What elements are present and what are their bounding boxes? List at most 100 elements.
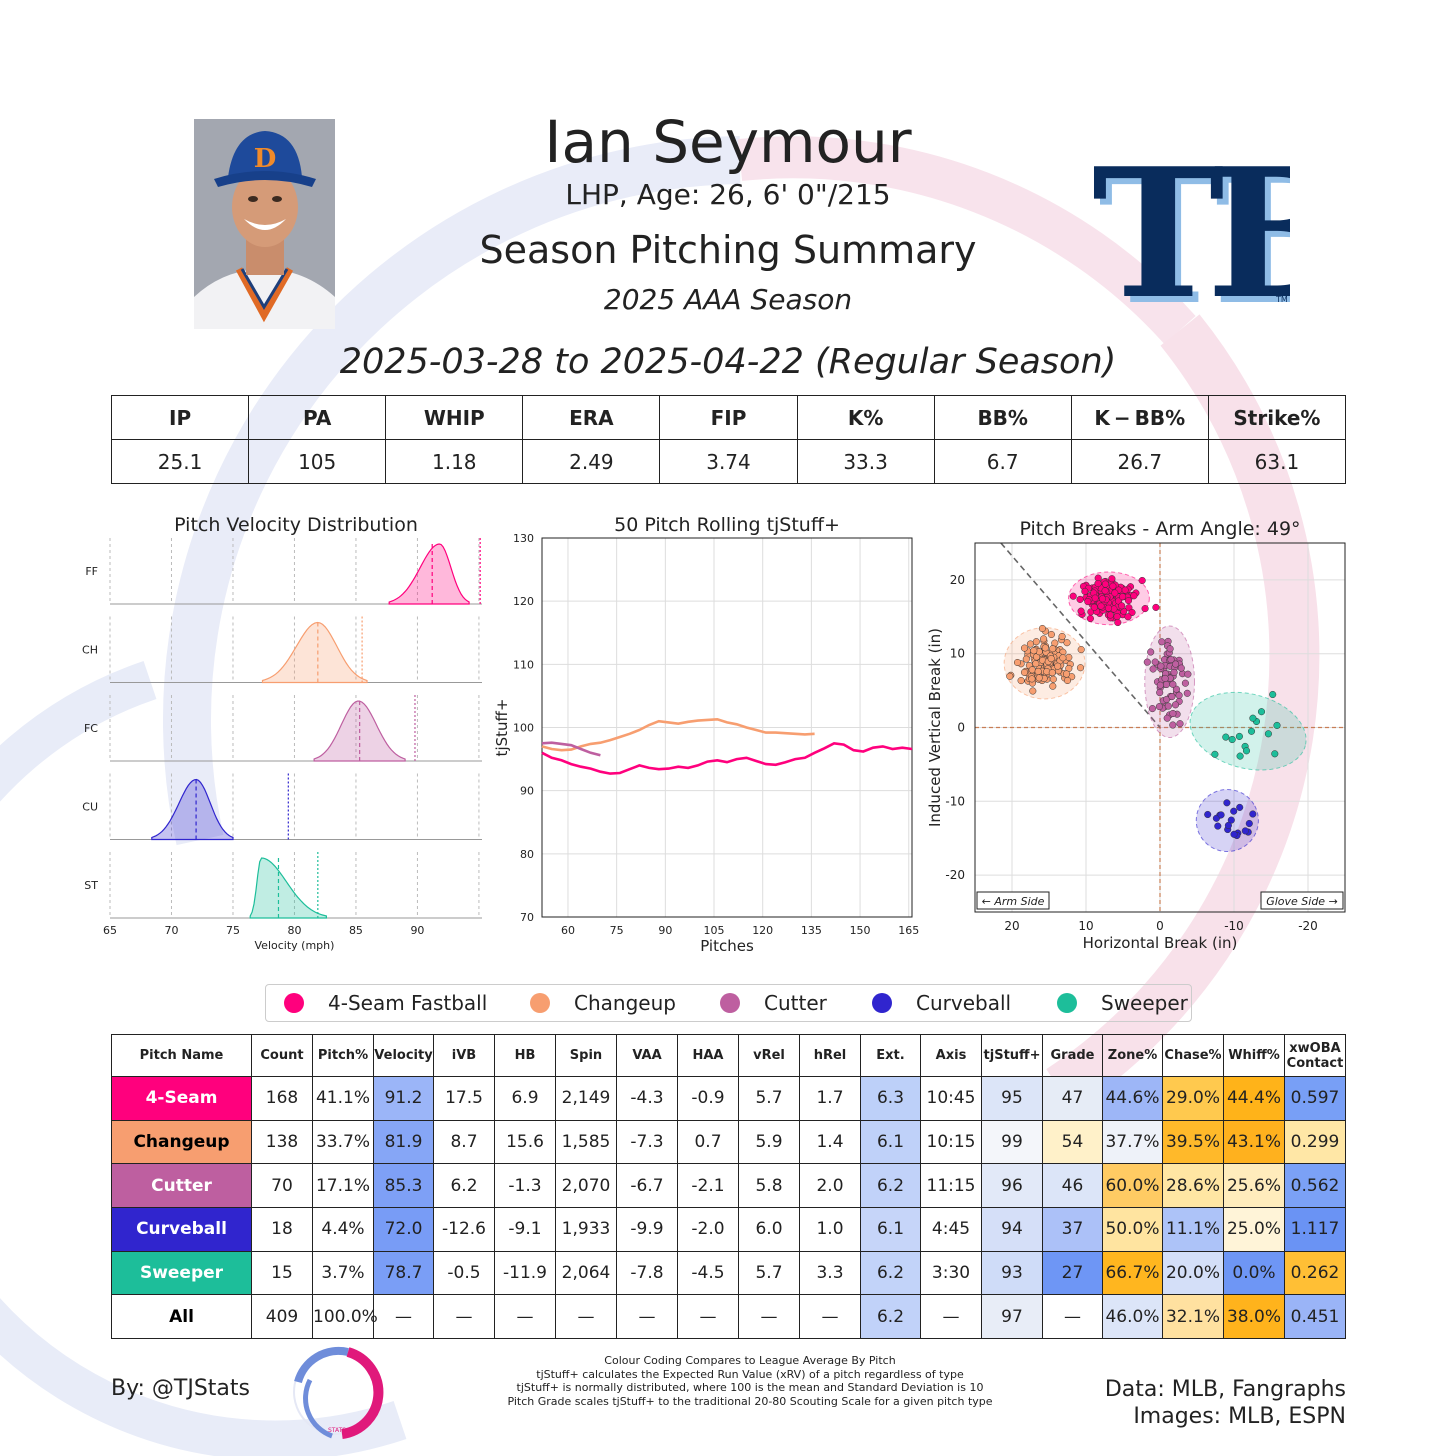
pitch-table-cell: 17.1% [312,1163,374,1209]
svg-text:D: D [254,144,277,174]
pitch-table-cell: -1.3 [494,1163,556,1209]
glove-side-label: Glove Side → [1266,895,1338,908]
break-point [1076,595,1084,603]
pitch-table-cell: 0.597 [1284,1076,1346,1121]
break-point [1177,664,1185,672]
x-tick-label: 120 [752,924,773,937]
player-name: Ian Seymour [544,108,912,176]
break-point [1156,689,1164,697]
break-point [1257,708,1266,716]
x-tick-label: 60 [561,924,575,937]
pitch-table-cell: 2.0 [799,1163,861,1209]
pitch-table-cell: 66.7% [1102,1250,1163,1296]
pitch-table-cell: 1,585 [555,1119,617,1165]
x-tick-label: 80 [287,924,301,937]
pitch-table-cell: — [920,1294,982,1340]
break-point [1224,821,1232,829]
break-point [1119,593,1127,601]
pitch-table-cell: 37 [1042,1207,1103,1252]
y-tick-label: 10 [950,647,965,661]
summary-value-cell: 2.49 [522,439,661,484]
pitch-table-header-cell: Pitch Name [111,1034,252,1077]
y-tick-label: 70 [520,911,534,924]
pitch-table-cell: — [373,1294,434,1340]
break-point [1241,827,1249,835]
break-point [1032,638,1040,646]
break-point [1183,689,1191,697]
pitch-table-cell: -2.1 [677,1163,739,1209]
break-point [1184,670,1192,678]
date-range: 2025-03-28 to 2025-04-22 (Regular Season… [339,342,1117,382]
y-tick-label: -10 [945,794,965,808]
x-tick-label: 90 [410,924,424,937]
pitch-table-cell: 6.2 [860,1250,921,1296]
velocity-density-changeup [261,621,368,684]
break-point [1069,592,1077,600]
pitch-table-cell: 25.6% [1223,1163,1285,1209]
break-point [1269,690,1277,699]
break-point [1013,658,1022,667]
x-tick-label: 150 [850,924,871,937]
legend-item-cutter: Cutter [720,991,827,1015]
pitch-table-cell: 96 [981,1163,1043,1209]
break-point [1040,635,1048,643]
footer-note: tjStuff+ calculates the Expected Run Val… [536,1367,964,1381]
y-tick-label: 0 [957,721,965,735]
pitch-table-cell: 29.0% [1162,1076,1224,1121]
pitch-table-cell: 17.5 [433,1076,495,1121]
pitch-table-row: Curveball 18 4.4% 72.0 -12.6 -9.1 1,933 -9.9 -2.… [111,1207,1346,1252]
break-point [1166,645,1174,653]
summary-header-row: IP PA WHIP ERA FIP K% BB% K − BB% Strike… [110,395,1347,440]
break-point [1245,819,1253,828]
break-point [1222,733,1230,741]
break-point [1034,667,1042,675]
pitch-name-cell: 4-Seam [111,1076,252,1121]
pitch-table-cell: 43.1% [1223,1119,1285,1165]
summary-value-cell: 3.74 [659,439,798,484]
velocity-density-fastball [388,543,470,605]
pitch-table-cell: -7.8 [616,1250,678,1296]
pitch-table-cell: 1.0 [799,1207,861,1252]
break-point [1049,675,1057,683]
cluster-points-cutter [1143,637,1192,729]
pitch-table-cell: -4.3 [616,1076,678,1121]
break-point [1230,830,1238,838]
summary-header-cell: Strike% [1207,395,1347,440]
break-point [1058,632,1066,641]
arm-angle-line [1000,542,1161,729]
break-point [1217,811,1225,819]
x-tick-label: 20 [1004,919,1019,933]
x-axis-label: Horizontal Break (in) [1083,934,1238,952]
break-point [1211,750,1219,758]
pitch-table-cell: 3.3 [799,1250,861,1296]
pitch-table-cell: 4.4% [312,1207,374,1252]
break-point [1059,654,1067,662]
pitch-table-cell: 0.262 [1284,1250,1346,1296]
pitch-table-cell: 38.0% [1223,1294,1285,1340]
pitch-table-cell: 10:15 [920,1119,982,1165]
pitch-breaks-chart: 20 10 0 -10 -20 20 10 0 -10 -20 ← Arm Side Glove Si… [926,542,1346,952]
break-point [1026,640,1034,648]
y-tick-label: 120 [513,595,534,608]
tjstats-logo-text: STATS [328,1427,346,1434]
break-point [1156,681,1164,689]
cluster-points-curveball [1204,799,1257,840]
summary-header-cell: PA [248,395,387,440]
images-source: Images: MLB, ESPN [1133,1404,1346,1429]
break-point [1169,721,1177,729]
break-point [1017,677,1025,685]
break-point [1029,687,1037,695]
break-point [1249,714,1257,722]
break-point [1176,720,1184,728]
pitch-table-row: Cutter 70 17.1% 85.3 6.2 -1.3 2,070 -6.7 -2.1 5.8… [111,1163,1346,1209]
break-point [1161,674,1169,682]
break-point [1141,605,1149,613]
legend-label: 4-Seam Fastball [328,991,488,1015]
break-point [1149,665,1157,673]
velocity-chart-title: Pitch Velocity Distribution [174,514,418,536]
pitch-table-cell: 25.0% [1223,1207,1285,1252]
pitch-table-cell: 60.0% [1102,1163,1163,1209]
pitch-table-cell: 99 [981,1119,1043,1165]
pitch-table-cell: 1,933 [555,1207,617,1252]
pitch-table-cell: — [799,1294,861,1340]
